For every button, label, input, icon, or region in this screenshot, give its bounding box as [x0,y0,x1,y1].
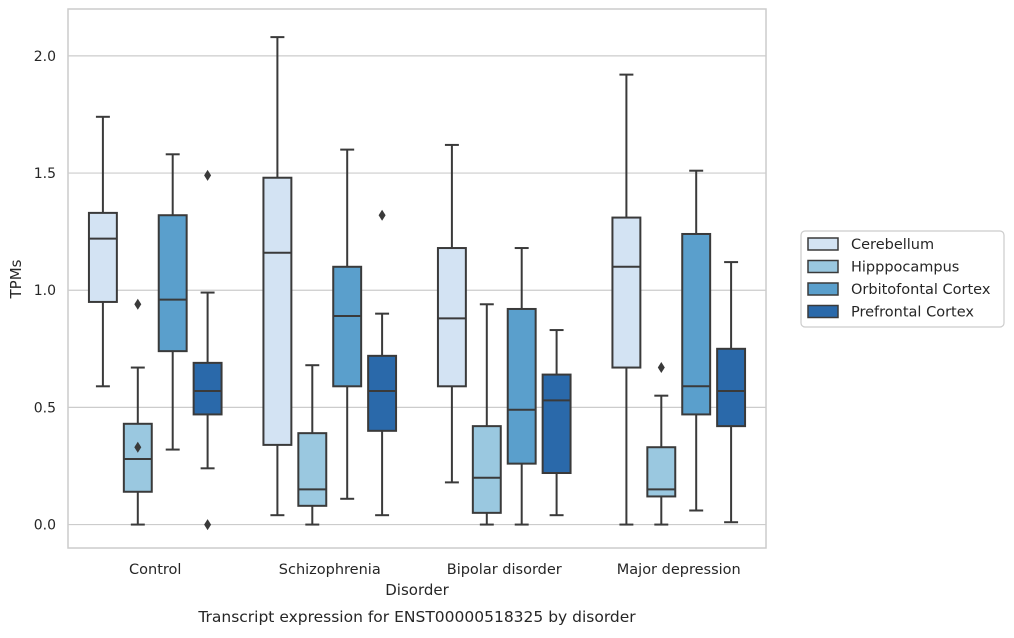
box-group [611,73,642,526]
box-group [157,153,188,451]
iqr-box [262,176,293,446]
y-tick-label: 0.0 [34,518,56,534]
axes: 0.0 0.5 1.0 1.5 2.0 Control Schizophrenia Bipol… [34,49,741,578]
iqr-box [646,446,677,498]
iqr-box [367,354,398,432]
x-tick-label: Bipolar disorder [447,562,562,578]
box-group [716,261,747,524]
legend-swatch [807,304,839,319]
x-axis-label: Disorder [385,581,449,599]
iqr-box [471,425,502,514]
outlier-point [134,298,142,310]
y-tick-label: 2.0 [34,49,56,65]
iqr-box [192,361,223,416]
iqr-box [122,422,153,493]
figure-caption: Transcript expression for ENST0000051832… [197,608,636,626]
iqr-box [611,216,642,369]
iqr-box [87,211,118,303]
outlier-point [657,362,665,374]
x-tick-label: Control [129,562,181,578]
y-tick-label: 0.5 [34,400,56,416]
legend-label: Hipppocampus [851,260,959,276]
box-group [262,36,293,517]
box-group [681,169,712,512]
legend: Cerebellum Hipppocampus Orbitofontal Corte… [800,230,1005,328]
y-axis-label: TPMs [7,259,25,299]
iqr-box [506,307,537,465]
iqr-box [541,373,572,475]
box-group [436,143,467,484]
legend-swatch [807,259,839,274]
box-group [367,209,398,517]
y-tick-label: 1.0 [34,283,56,299]
box-group [471,303,502,526]
box-group [122,298,153,526]
box-group [541,329,572,517]
legend-swatch [807,237,839,251]
outlier-point [204,169,212,181]
iqr-box [297,432,328,507]
legend-frame [800,230,1005,328]
iqr-box [681,232,712,416]
box-group [87,115,118,388]
legend-label: Cerebellum [851,237,934,253]
legend-label: Orbitofontal Cortex [851,282,991,298]
plot-frame [67,8,767,549]
legend-label: Prefrontal Cortex [851,305,974,321]
outlier-point [378,209,386,221]
iqr-box [716,347,747,428]
iqr-box [436,247,467,388]
boxes [87,36,747,531]
outlier-point [134,441,142,453]
box-group [506,247,537,526]
iqr-box [157,214,188,353]
outlier-point [204,519,212,531]
box-group [192,169,223,531]
y-tick-label: 1.5 [34,166,56,182]
box-group [332,148,363,500]
legend-swatch [807,282,839,296]
x-tick-label: Major depression [617,562,741,578]
box-group [646,362,677,526]
iqr-box [332,265,363,388]
box-group [297,364,328,526]
x-tick-label: Schizophrenia [279,562,381,578]
